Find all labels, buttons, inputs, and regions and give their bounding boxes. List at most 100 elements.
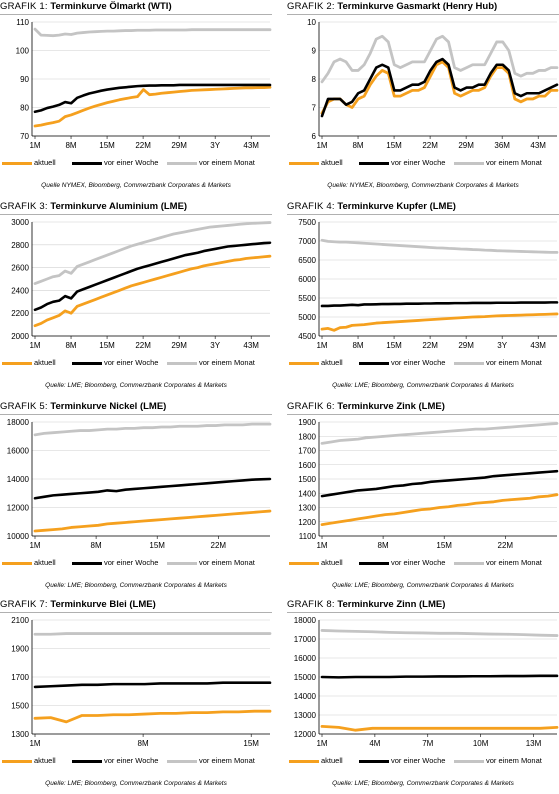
series-line-vor-einer-woche [33, 477, 272, 500]
series-line-vor-einem-monat [320, 422, 559, 445]
y-tick-label: 1200 [298, 518, 316, 527]
legend-swatch [2, 759, 32, 763]
series-line-vor-einem-monat [33, 27, 272, 38]
legend-swatch [454, 361, 484, 365]
y-tick-label: 6 [312, 132, 317, 141]
chart-source: Quelle: LME; Bloomberg, Commerzbank Corp… [45, 582, 227, 589]
chart-title-text: Terminkurve Zink (LME) [337, 401, 445, 412]
legend-swatch [454, 561, 484, 565]
chart-title: GRAFIK 7: Terminkurve Blei (LME) [0, 598, 156, 612]
x-tick-label: 8M [352, 341, 363, 350]
series-line-aktuell [33, 509, 272, 533]
legend-swatch [359, 161, 389, 165]
chart-title: GRAFIK 6: Terminkurve Zink (LME) [287, 400, 445, 414]
x-tick-label: 1M [316, 739, 327, 748]
series-line-vor-einem-monat [320, 238, 559, 254]
legend-item: aktuell [289, 755, 343, 767]
x-tick-label: 29M [458, 341, 474, 350]
legend-item: vor einem Monat [167, 157, 255, 169]
legend-label: vor einer Woche [104, 358, 159, 367]
series-line-vor-einer-woche [33, 83, 272, 114]
y-tick-label: 2600 [11, 264, 29, 273]
x-tick-label: 22M [211, 541, 227, 550]
x-tick-label: 29M [171, 141, 187, 150]
x-tick-label: 43M [530, 341, 546, 350]
y-tick-label: 8 [312, 75, 317, 84]
chart-title-text: Terminkurve Kupfer (LME) [337, 201, 456, 212]
legend-swatch [454, 161, 484, 165]
legend-label: vor einer Woche [104, 756, 159, 765]
legend-swatch [72, 161, 102, 165]
x-tick-label: 10M [473, 739, 489, 748]
y-tick-label: 7500 [298, 218, 316, 227]
chart-source: Quelle: LME; Bloomberg, Commerzbank Corp… [332, 780, 514, 787]
x-tick-label: 22M [135, 341, 151, 350]
x-tick-label: 8M [65, 341, 76, 350]
x-tick-label: 1M [316, 141, 327, 150]
y-tick-label: 16000 [7, 447, 30, 456]
x-tick-label: 43M [530, 141, 546, 150]
y-tick-label: 1500 [11, 702, 29, 711]
y-tick-label: 10 [307, 18, 316, 27]
legend-label: vor einem Monat [486, 358, 542, 367]
chart-plot: 2000 2200 2400 2600 2800 3000 1M 8M 15M 22M 29M 3Y 4… [11, 218, 272, 350]
x-tick-label: 3Y [497, 341, 507, 350]
legend-label: aktuell [34, 358, 56, 367]
x-tick-label: 1M [316, 341, 327, 350]
chart-title-text: Terminkurve Blei (LME) [50, 599, 156, 610]
x-tick-label: 3Y [210, 141, 220, 150]
legend-swatch [167, 361, 197, 365]
legend-label: aktuell [34, 158, 56, 167]
chart-panel-4: GRAFIK 4: Terminkurve Kupfer (LME) 4500 50… [287, 200, 559, 396]
legend-swatch [289, 759, 319, 763]
legend-item: aktuell [2, 557, 56, 569]
chart-caption: GRAFIK 2: [287, 1, 335, 12]
series-line-vor-einem-monat [33, 422, 272, 437]
legend-swatch [289, 161, 319, 165]
x-tick-label: 43M [243, 141, 259, 150]
title-rule [287, 612, 559, 613]
legend-swatch [359, 561, 389, 565]
y-tick-label: 1500 [298, 475, 316, 484]
y-tick-label: 7 [312, 104, 317, 113]
series-line-vor-einer-woche [320, 301, 559, 308]
legend-label: aktuell [34, 756, 56, 765]
chart-title: GRAFIK 8: Terminkurve Zinn (LME) [287, 598, 445, 612]
legend-label: vor einer Woche [104, 558, 159, 567]
y-tick-label: 2200 [11, 309, 29, 318]
y-tick-label: 5000 [298, 313, 316, 322]
y-tick-label: 2000 [11, 332, 29, 341]
chart-plot: 70 80 90 100 110 1M 8M 15M 22M 29M 3Y 43M [16, 18, 272, 150]
legend-swatch [359, 361, 389, 365]
y-tick-label: 7000 [298, 237, 316, 246]
x-tick-label: 1M [29, 541, 40, 550]
legend-swatch [72, 759, 102, 763]
chart-title: GRAFIK 2: Terminkurve Gasmarkt (Henry Hu… [287, 0, 497, 14]
y-tick-label: 2800 [11, 241, 29, 250]
x-tick-label: 1M [29, 341, 40, 350]
chart-panel-6: GRAFIK 6: Terminkurve Zink (LME) 1100 1200… [287, 400, 559, 596]
series-line-vor-einer-woche [320, 674, 559, 679]
series-line-aktuell [320, 60, 559, 115]
chart-panel-3: GRAFIK 3: Terminkurve Aluminium (LME) 200… [0, 200, 272, 396]
y-tick-label: 1800 [298, 432, 316, 441]
chart-title-text: Terminkurve Nickel (LME) [50, 401, 167, 412]
y-tick-label: 1900 [11, 645, 29, 654]
legend-swatch [289, 561, 319, 565]
series-line-aktuell [320, 724, 559, 732]
legend-item: aktuell [289, 157, 343, 169]
legend-label: aktuell [34, 558, 56, 567]
x-tick-label: 22M [498, 541, 514, 550]
title-rule [0, 14, 272, 15]
y-tick-label: 13000 [294, 711, 317, 720]
x-tick-label: 15M [99, 141, 115, 150]
x-tick-label: 15M [149, 541, 165, 550]
chart-title-text: Terminkurve Aluminium (LME) [50, 201, 188, 212]
title-rule [0, 214, 272, 215]
legend-swatch [2, 161, 32, 165]
legend-swatch [2, 361, 32, 365]
chart-panel-8: GRAFIK 8: Terminkurve Zinn (LME) 12000 130… [287, 598, 559, 794]
series-line-vor-einer-woche [33, 241, 272, 312]
x-tick-label: 22M [422, 141, 438, 150]
legend-label: vor einem Monat [199, 158, 255, 167]
